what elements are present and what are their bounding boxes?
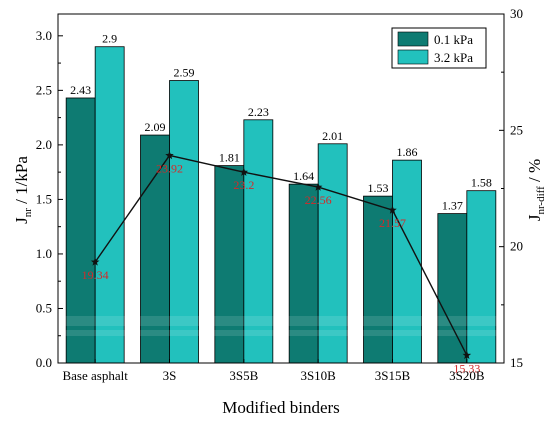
y-tick-label-3: 1.5	[36, 191, 52, 206]
bar-1-3	[317, 143, 348, 364]
y2-tick-label-0: 15	[510, 355, 523, 370]
legend-swatch-1	[397, 49, 429, 65]
y2-tick-label-1: 20	[510, 239, 523, 254]
x-tick-label-2: 3S5B	[229, 368, 258, 383]
legend-swatch-0	[397, 31, 429, 47]
bar-value-label-0-1: 2.09	[145, 120, 166, 134]
jnr-diff-label-4: 21.57	[379, 216, 406, 230]
y2-axis-ticks: 15 20 25 30	[499, 6, 523, 370]
x-axis-ticks: Base asphalt 3S 3S5B 3S10B 3S15B 3S20B	[62, 359, 485, 383]
legend-label-0: 0.1 kPa	[434, 32, 473, 47]
bar-1-2	[243, 119, 274, 364]
jnr-diff-label-3: 22.56	[305, 193, 332, 207]
y2-axis-title-sub: nr-diff	[535, 186, 547, 215]
x-tick-label-1: 3S	[163, 368, 177, 383]
x-axis-title: Modified binders	[222, 398, 340, 417]
bar-0-2	[214, 165, 245, 364]
bar-value-label-1-2: 2.23	[248, 105, 269, 119]
jnr-diff-marker-2	[239, 167, 249, 176]
bar-1-5	[466, 190, 497, 364]
bar-0-5	[437, 213, 468, 364]
x-tick-label-3: 3S10B	[300, 368, 336, 383]
jnr-diff-marker-1	[165, 150, 174, 160]
y-axis-title-main: J	[12, 217, 31, 224]
y-tick-label-1: 0.5	[36, 300, 52, 315]
x-tick-label-0: Base asphalt	[62, 368, 128, 383]
y-axis-title-sub: nr	[22, 208, 34, 218]
y-tick-label-0: 0.0	[36, 355, 52, 370]
x-tick-label-5: 3S20B	[449, 368, 485, 383]
bar-value-label-1-4: 1.86	[397, 145, 418, 159]
y2-tick-label-2: 25	[510, 122, 523, 137]
bar-value-label-0-3: 1.64	[293, 169, 314, 183]
bar-value-label-1-0: 2.9	[102, 32, 117, 46]
y-tick-label-6: 3.0	[36, 28, 52, 43]
y2-axis-title-main: J	[525, 214, 544, 221]
line-layer	[90, 150, 472, 359]
jnr-diff-label-1: 23.92	[156, 161, 183, 175]
bar-value-label-0-5: 1.37	[442, 199, 463, 213]
y-tick-label-5: 2.5	[36, 82, 52, 97]
jnr-diff-label-5: 15.33	[453, 361, 480, 375]
y2-tick-label-3: 30	[510, 6, 523, 21]
jnr-diff-marker-3	[313, 182, 323, 191]
bar-value-label-0-2: 1.81	[219, 151, 240, 165]
bar-0-1	[140, 134, 170, 364]
bars-layer	[65, 46, 497, 364]
bar-value-label-1-3: 2.01	[322, 129, 343, 143]
jnr-diff-label-0: 19.34	[82, 268, 109, 282]
bar-value-label-0-4: 1.53	[368, 181, 389, 195]
overlay-band-0	[59, 316, 503, 326]
y2-axis-title: Jnr-diff / %	[525, 159, 547, 221]
y-axis-title: Jnr / 1/kPa	[12, 156, 34, 224]
y2-axis-title-tail: / %	[525, 159, 544, 186]
jnr-diff-label-2: 23.2	[233, 178, 254, 192]
y-axis-title-tail: / 1/kPa	[12, 156, 31, 208]
bar-0-3	[288, 183, 319, 364]
bar-0-4	[363, 195, 393, 364]
jnr-diff-line	[94, 154, 468, 356]
bar-1-0	[94, 46, 125, 364]
bar-value-label-1-5: 1.58	[471, 176, 492, 190]
legend-label-1: 3.2 kPa	[434, 50, 473, 65]
jnr-diff-marker-5	[462, 350, 472, 359]
x-tick-label-4: 3S15B	[375, 368, 411, 383]
jnr-diff-marker-4	[388, 205, 397, 214]
jnr-diff-marker-0	[90, 257, 100, 266]
y-tick-label-4: 2.0	[36, 137, 52, 152]
overlay-band-1	[59, 330, 503, 336]
bar-value-label-1-1: 2.59	[174, 66, 195, 80]
bar-0-0	[65, 97, 96, 364]
legend: 0.1 kPa 3.2 kPa	[391, 27, 487, 69]
bands-layer	[59, 316, 503, 336]
y-tick-label-2: 1.0	[36, 246, 52, 261]
labels-layer: 2.43 2.09 1.81 1.64 1.53 1.37 2.9 2.59 2.23 2.01 1…	[70, 32, 492, 376]
bar-value-label-0-0: 2.43	[70, 83, 91, 97]
y-axis-ticks: 0.0 0.5 1.0 1.5 2.0 2.5 3.0	[36, 28, 63, 370]
